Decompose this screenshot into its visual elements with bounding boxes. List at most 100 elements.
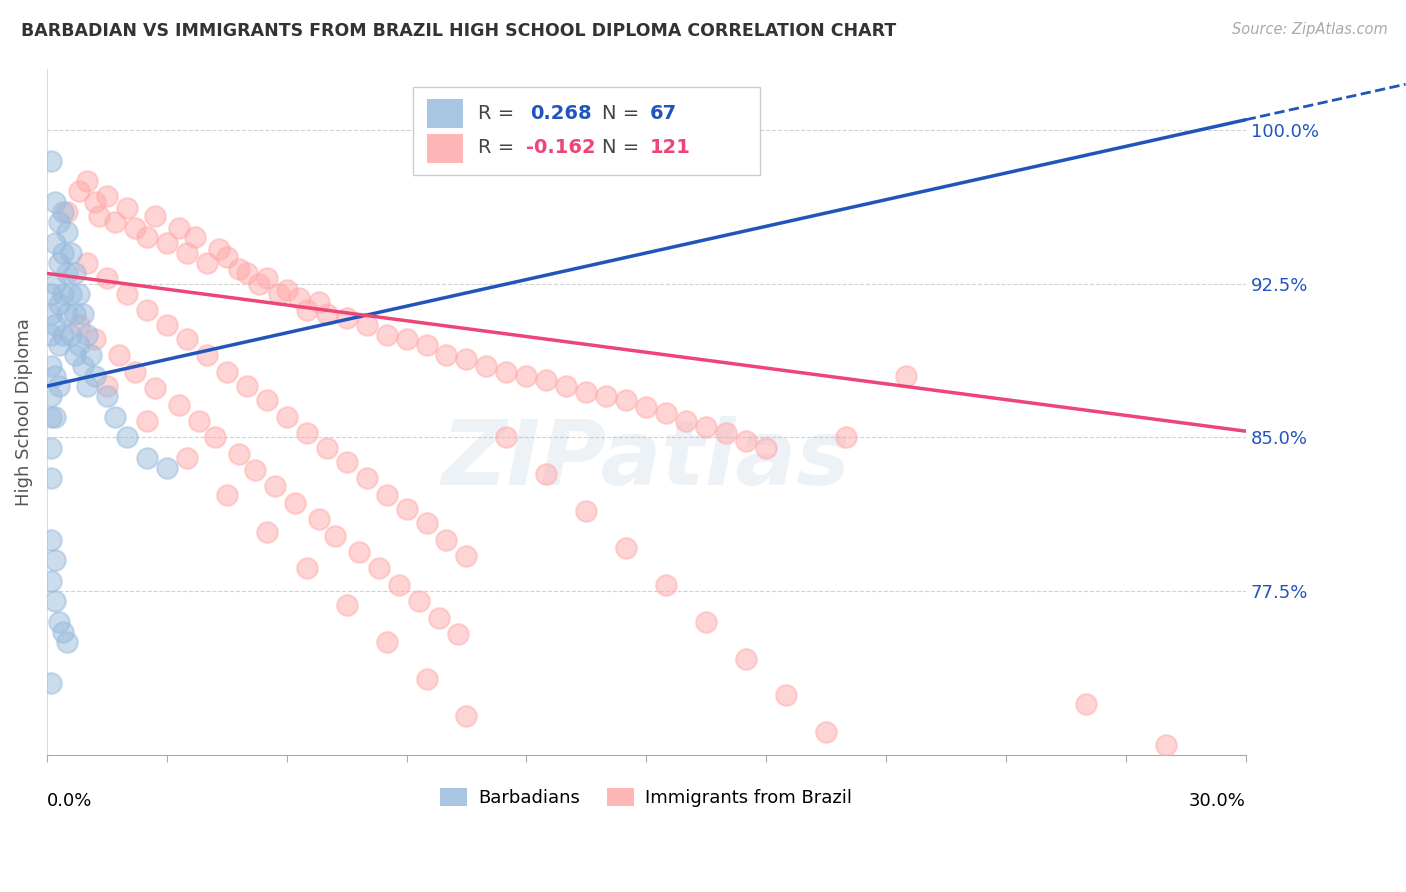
Point [115, 201, 138, 215]
Point [108, 348, 131, 362]
Point [39, 676, 62, 690]
Point [276, 409, 298, 424]
Point [96, 379, 118, 393]
Point [208, 242, 231, 256]
Point [263, 479, 285, 493]
Point [427, 610, 450, 624]
Point [536, 373, 558, 387]
Point [456, 352, 478, 367]
Point [415, 338, 437, 352]
Point [39, 359, 62, 373]
Point [243, 463, 266, 477]
Point [52, 624, 75, 639]
Point [894, 368, 917, 383]
Point [447, 627, 470, 641]
Text: 0.0%: 0.0% [46, 792, 93, 810]
Point [59, 246, 82, 260]
Point [56, 307, 79, 321]
Point [96, 188, 118, 202]
Point [176, 450, 198, 465]
Point [187, 414, 209, 428]
Point [415, 516, 437, 531]
Point [59, 286, 82, 301]
Point [575, 504, 598, 518]
Point [675, 414, 697, 428]
Point [204, 430, 226, 444]
Point [495, 430, 517, 444]
Text: BARBADIAN VS IMMIGRANTS FROM BRAZIL HIGH SCHOOL DIPLOMA CORRELATION CHART: BARBADIAN VS IMMIGRANTS FROM BRAZIL HIGH… [21, 22, 897, 40]
Text: ZIPatlas: ZIPatlas [441, 416, 851, 504]
Point [695, 420, 717, 434]
Point [39, 153, 62, 168]
Point [184, 229, 207, 244]
Point [67, 338, 90, 352]
Point [375, 635, 398, 649]
Point [39, 574, 62, 588]
Point [256, 393, 278, 408]
Point [63, 348, 86, 362]
Point [135, 229, 157, 244]
Point [63, 307, 86, 321]
Point [48, 379, 70, 393]
Point [295, 426, 318, 441]
Point [735, 434, 758, 449]
Point [80, 348, 103, 362]
Text: 30.0%: 30.0% [1189, 792, 1246, 810]
Text: 67: 67 [650, 103, 678, 122]
Point [408, 594, 430, 608]
Point [215, 365, 238, 379]
Point [536, 467, 558, 482]
Point [267, 286, 290, 301]
Point [436, 533, 458, 547]
Point [475, 359, 498, 373]
Point [48, 256, 70, 270]
Text: 121: 121 [650, 138, 690, 157]
Point [308, 295, 330, 310]
Point [135, 450, 157, 465]
Point [52, 286, 75, 301]
Point [96, 389, 118, 403]
Point [135, 303, 157, 318]
Point [104, 215, 127, 229]
Point [815, 725, 838, 739]
Point [315, 307, 337, 321]
Point [156, 235, 179, 250]
Point [495, 365, 517, 379]
Point [39, 533, 62, 547]
Point [215, 488, 238, 502]
Point [356, 318, 378, 332]
Point [67, 318, 90, 332]
Text: 0.268: 0.268 [530, 103, 592, 122]
Point [655, 406, 678, 420]
Point [295, 561, 318, 575]
Point [284, 496, 307, 510]
Point [135, 414, 157, 428]
Point [336, 599, 359, 613]
Point [39, 441, 62, 455]
Bar [412, 87, 761, 175]
Point [167, 221, 190, 235]
Point [56, 267, 79, 281]
Point [323, 529, 346, 543]
Point [44, 194, 66, 209]
Point [575, 385, 598, 400]
Point [336, 311, 359, 326]
Point [395, 332, 418, 346]
Point [156, 461, 179, 475]
Point [52, 327, 75, 342]
Point [44, 318, 66, 332]
Point [436, 348, 458, 362]
Point [636, 400, 658, 414]
Point [67, 286, 90, 301]
Point [44, 409, 66, 424]
Point [614, 541, 637, 555]
Point [1154, 738, 1177, 752]
Point [72, 359, 94, 373]
Point [76, 174, 98, 188]
Point [76, 379, 98, 393]
Text: Source: ZipAtlas.com: Source: ZipAtlas.com [1232, 22, 1388, 37]
Point [56, 205, 79, 219]
Point [356, 471, 378, 485]
Point [44, 594, 66, 608]
Point [39, 286, 62, 301]
